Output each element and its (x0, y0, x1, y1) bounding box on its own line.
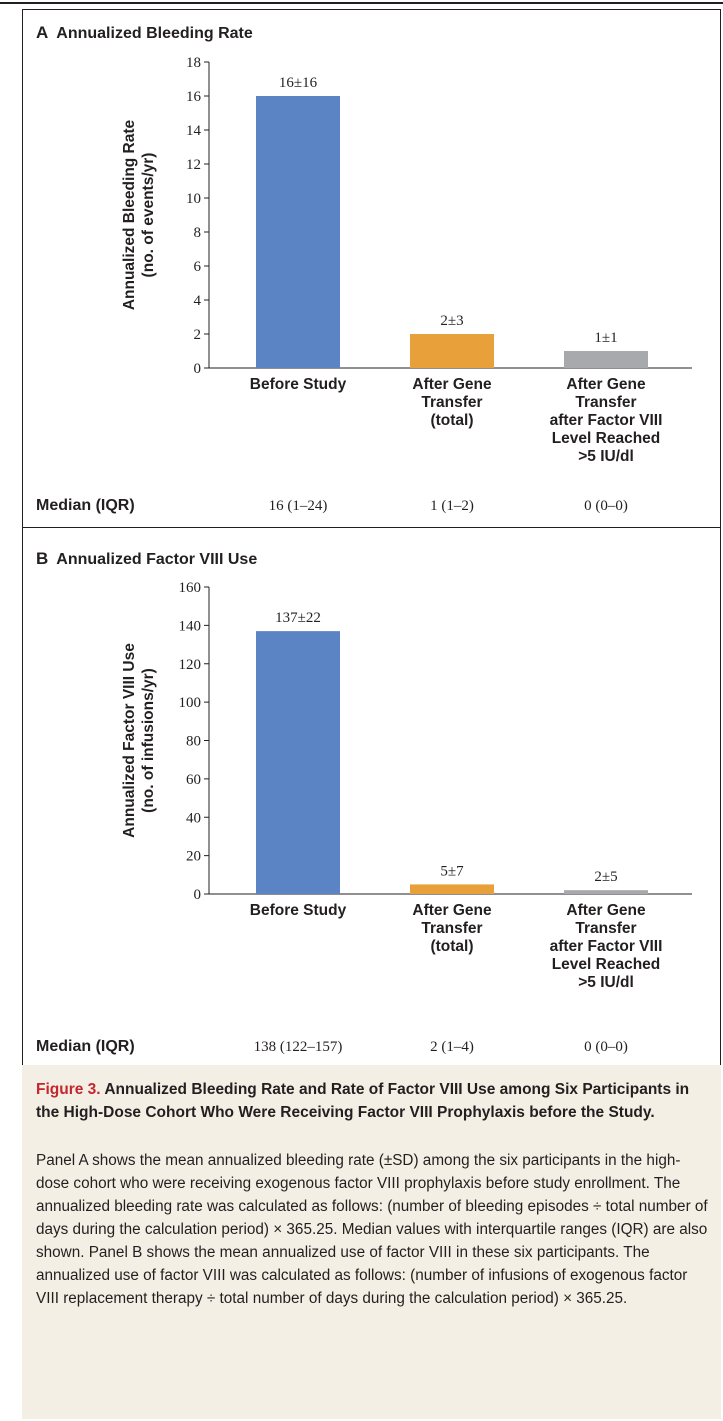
category-label: >5 IU/dl (578, 448, 634, 465)
bar (256, 631, 340, 894)
category-label: After Gene (412, 376, 492, 393)
median-value: 0 (0–0) (584, 1039, 628, 1055)
y-tick-label: 8 (194, 225, 202, 241)
bar (564, 351, 648, 368)
bar-value-label: 137±22 (275, 610, 321, 626)
y-axis-label: Annualized Factor VIII Use (no. of infusi… (121, 643, 157, 838)
y-tick-label: 14 (186, 123, 202, 139)
median-value: 2 (1–4) (430, 1039, 474, 1055)
category-label: after Factor VIII (550, 938, 663, 955)
category-label: After Gene (412, 902, 492, 919)
category-label: Transfer (421, 920, 482, 937)
category-label: Before Study (250, 376, 347, 393)
category-label: Level Reached (552, 430, 661, 447)
bar (564, 890, 648, 894)
bar-value-label: 1±1 (594, 330, 617, 346)
category-label: Transfer (575, 920, 636, 937)
category-label: Transfer (421, 394, 482, 411)
median-value: 1 (1–2) (430, 498, 474, 514)
median-label: Median (IQR) (36, 1038, 135, 1055)
category-label: Level Reached (552, 956, 661, 973)
caption-body: Panel A shows the mean annualized bleedi… (36, 1152, 708, 1307)
median-value: 138 (122–157) (254, 1039, 343, 1055)
category-label: After Gene (566, 902, 646, 919)
category-label: after Factor VIII (550, 412, 663, 429)
caption-title: Figure 3. Annualized Bleeding Rate and R… (36, 1078, 704, 1124)
y-axis-label-subline: (no. of events/yr) (140, 153, 157, 278)
median-value: 16 (1–24) (269, 498, 328, 514)
top-rule (0, 2, 723, 4)
bar-value-label: 2±5 (594, 869, 617, 885)
y-tick-label: 2 (194, 327, 202, 343)
bar-value-label: 16±16 (279, 75, 318, 91)
y-tick-label: 0 (194, 361, 202, 377)
category-label: >5 IU/dl (578, 974, 634, 991)
bar (410, 334, 494, 368)
y-axis-label: Annualized Bleeding Rate (no. of events/y… (121, 119, 157, 310)
panel-a-heading: A Annualized Bleeding Rate (36, 23, 253, 43)
panel-b-heading: B Annualized Factor VIII Use (36, 549, 257, 569)
y-tick-label: 10 (186, 191, 201, 207)
median-label: Median (IQR) (36, 497, 135, 514)
panel-a-title: Annualized Bleeding Rate (56, 25, 253, 42)
panel-b-title: Annualized Factor VIII Use (56, 551, 258, 568)
figure-label: Figure 3. (36, 1081, 101, 1098)
category-label: Transfer (575, 394, 636, 411)
y-tick-label: 120 (179, 657, 202, 673)
y-tick-label: 16 (186, 89, 202, 105)
y-tick-label: 20 (186, 849, 201, 865)
y-tick-label: 6 (194, 259, 202, 275)
y-axis-label-line: Annualized Bleeding Rate (121, 119, 138, 310)
y-axis-label-subline: (no. of infusions/yr) (140, 668, 157, 813)
y-tick-label: 80 (186, 734, 201, 750)
figure-title: Annualized Bleeding Rate and Rate of Fac… (36, 1081, 690, 1121)
bar-value-label: 5±7 (440, 863, 464, 879)
y-tick-label: 40 (186, 810, 201, 826)
panel-a-letter: A (36, 23, 49, 42)
category-label: (total) (430, 938, 473, 955)
median-value: 0 (0–0) (584, 498, 628, 514)
y-tick-label: 4 (194, 293, 202, 309)
y-tick-label: 60 (186, 772, 201, 788)
y-tick-label: 100 (179, 695, 202, 711)
panel-separator (22, 527, 721, 528)
y-tick-label: 160 (179, 580, 202, 596)
category-label: After Gene (566, 376, 646, 393)
panel-b-letter: B (36, 549, 49, 568)
caption-box (22, 1065, 721, 1419)
bar (256, 96, 340, 368)
y-tick-label: 18 (186, 55, 201, 71)
bar-value-label: 2±3 (440, 313, 463, 329)
panel-b-chart: 0 20 40 60 80 100 120 140 160 Annualized Factor V… (36, 580, 692, 1055)
category-label: (total) (430, 412, 473, 429)
category-label: Before Study (250, 902, 347, 919)
y-tick-label: 0 (194, 887, 202, 903)
y-axis-label-line: Annualized Factor VIII Use (121, 643, 138, 838)
bar (410, 884, 494, 894)
y-tick-label: 140 (179, 618, 202, 634)
y-tick-label: 12 (186, 157, 201, 173)
